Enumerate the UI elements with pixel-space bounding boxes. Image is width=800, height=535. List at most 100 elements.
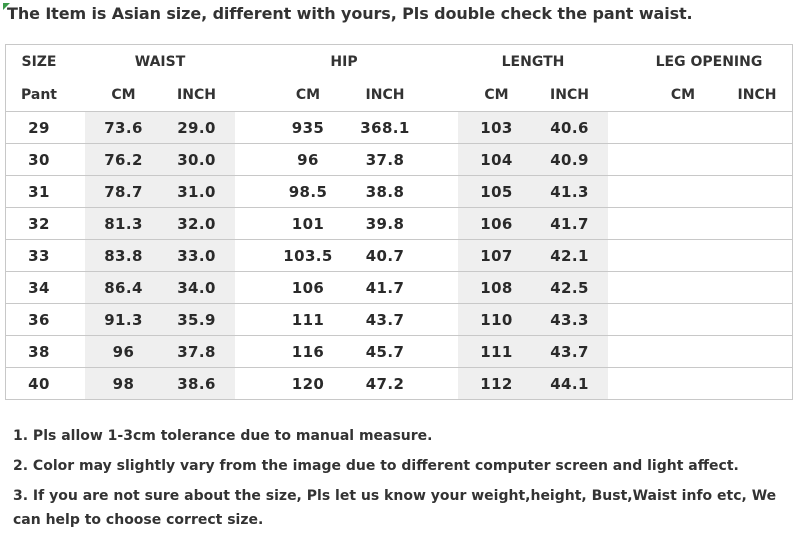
table-row: 32 81.3 32.0 101 39.8 106 41.7	[5, 207, 793, 239]
cell-size: 32	[28, 214, 50, 233]
cell-waist-cm: 83.8	[104, 246, 143, 265]
cell-hip-inch: 40.7	[365, 246, 405, 265]
subheader-hip-inch: INCH	[365, 87, 405, 103]
cell-hip-cm: 101	[291, 214, 325, 233]
cell-leg-cm	[645, 208, 721, 239]
cell-length-cm: 105	[480, 182, 513, 201]
notes-list: 1. Pls allow 1-3cm tolerance due to manu…	[13, 424, 783, 535]
cell-leg-cm	[645, 112, 721, 143]
header-leg-opening: LEG OPENING	[655, 54, 763, 70]
cell-waist-inch: 30.0	[177, 150, 216, 169]
cell-length-cm: 104	[480, 150, 513, 169]
cell-size: 38	[28, 342, 50, 361]
cell-size: 33	[28, 246, 50, 265]
cell-hip-inch: 47.2	[365, 375, 405, 393]
cell-leg-cm	[645, 240, 721, 271]
waist-shaded-column	[85, 111, 235, 399]
table-group-header-row: SIZE WAIST HIP LENGTH LEG OPENING	[5, 45, 793, 79]
cell-hip-cm: 103.5	[283, 246, 333, 265]
cell-hip-inch: 368.1	[360, 118, 410, 137]
cell-length-inch: 43.7	[550, 342, 589, 361]
cell-leg-inch	[721, 240, 793, 271]
cell-hip-inch: 43.7	[365, 310, 405, 329]
table-row: 29 73.6 29.0 935 368.1 103 40.6	[5, 111, 793, 143]
cell-hip-cm: 116	[291, 342, 325, 361]
note-item: 3. If you are not sure about the size, P…	[13, 488, 777, 528]
size-notice-headline: The Item is Asian size, different with y…	[7, 4, 693, 23]
cell-leg-inch	[721, 144, 793, 175]
cell-waist-inch: 31.0	[177, 182, 216, 201]
table-row: 33 83.8 33.0 103.5 40.7 107 42.1	[5, 239, 793, 271]
cell-size: 29	[28, 118, 50, 137]
cell-size: 30	[28, 150, 50, 169]
cell-leg-cm	[645, 272, 721, 303]
cell-hip-inch: 45.7	[365, 342, 405, 361]
cell-waist-cm: 78.7	[104, 182, 143, 201]
cell-leg-inch	[721, 112, 793, 143]
cell-waist-inch: 33.0	[177, 246, 216, 265]
cell-leg-cm	[645, 368, 721, 400]
cell-length-cm: 112	[480, 375, 513, 393]
cell-size: 40	[28, 375, 50, 393]
cell-waist-cm: 76.2	[104, 150, 143, 169]
cell-length-inch: 40.9	[550, 150, 589, 169]
cell-waist-cm: 86.4	[104, 278, 143, 297]
cell-leg-inch	[721, 272, 793, 303]
cell-hip-inch: 41.7	[365, 278, 405, 297]
cell-waist-cm: 81.3	[104, 214, 143, 233]
cell-waist-inch: 29.0	[177, 118, 216, 137]
subheader-waist-inch: INCH	[177, 87, 216, 103]
cell-hip-inch: 39.8	[365, 214, 405, 233]
subheader-leg-cm: CM	[670, 87, 696, 103]
size-chart-table: SIZE WAIST HIP LENGTH LEG OPENING Pant C…	[5, 44, 793, 400]
cell-size: 31	[28, 182, 50, 201]
cell-hip-inch: 37.8	[365, 150, 405, 169]
cell-length-inch: 41.3	[550, 182, 589, 201]
table-row: 30 76.2 30.0 96 37.8 104 40.9	[5, 143, 793, 175]
cell-length-cm: 111	[480, 342, 513, 361]
cell-hip-inch: 38.8	[365, 182, 405, 201]
cell-hip-cm: 106	[291, 278, 325, 297]
cell-length-cm: 107	[480, 246, 513, 265]
cell-length-cm: 108	[480, 278, 513, 297]
cell-waist-inch: 32.0	[177, 214, 216, 233]
cell-leg-cm	[645, 144, 721, 175]
cell-size: 36	[28, 310, 50, 329]
cell-length-inch: 42.5	[550, 278, 589, 297]
cell-leg-cm	[645, 304, 721, 335]
subheader-pant: Pant	[21, 87, 57, 103]
cell-length-inch: 43.3	[550, 310, 589, 329]
subheader-leg-inch: INCH	[737, 87, 777, 103]
cell-leg-inch	[721, 336, 793, 367]
cell-length-inch: 40.6	[550, 118, 589, 137]
cell-hip-cm: 120	[291, 375, 325, 393]
cell-leg-inch	[721, 304, 793, 335]
subheader-length-cm: CM	[484, 87, 509, 103]
table-row: 40 98 38.6 120 47.2 112 44.1	[5, 367, 793, 400]
cell-length-cm: 106	[480, 214, 513, 233]
cell-leg-inch	[721, 176, 793, 207]
cell-length-inch: 44.1	[550, 375, 589, 393]
cell-size: 34	[28, 278, 50, 297]
length-shaded-column	[458, 111, 608, 399]
table-unit-header-row: Pant CM INCH CM INCH CM INCH CM INCH	[5, 79, 793, 111]
cell-hip-cm: 111	[291, 310, 325, 329]
header-length: LENGTH	[501, 54, 565, 70]
note-item: 2. Color may slightly vary from the imag…	[13, 458, 739, 474]
cell-length-inch: 42.1	[550, 246, 589, 265]
cell-waist-cm: 91.3	[104, 310, 143, 329]
table-row: 38 96 37.8 116 45.7 111 43.7	[5, 335, 793, 367]
cell-waist-inch: 35.9	[177, 310, 216, 329]
cell-waist-cm: 96	[112, 342, 135, 361]
cell-hip-cm: 935	[291, 118, 325, 137]
cell-length-cm: 110	[480, 310, 513, 329]
header-hip: HIP	[330, 54, 358, 70]
cell-waist-cm: 98	[112, 375, 135, 393]
cell-waist-inch: 38.6	[177, 375, 216, 393]
subheader-length-inch: INCH	[550, 87, 589, 103]
cell-hip-cm: 98.5	[288, 182, 328, 201]
cell-leg-inch	[721, 208, 793, 239]
table-row: 34 86.4 34.0 106 41.7 108 42.5	[5, 271, 793, 303]
note-item: 1. Pls allow 1-3cm tolerance due to manu…	[13, 428, 433, 444]
table-row: 31 78.7 31.0 98.5 38.8 105 41.3	[5, 175, 793, 207]
